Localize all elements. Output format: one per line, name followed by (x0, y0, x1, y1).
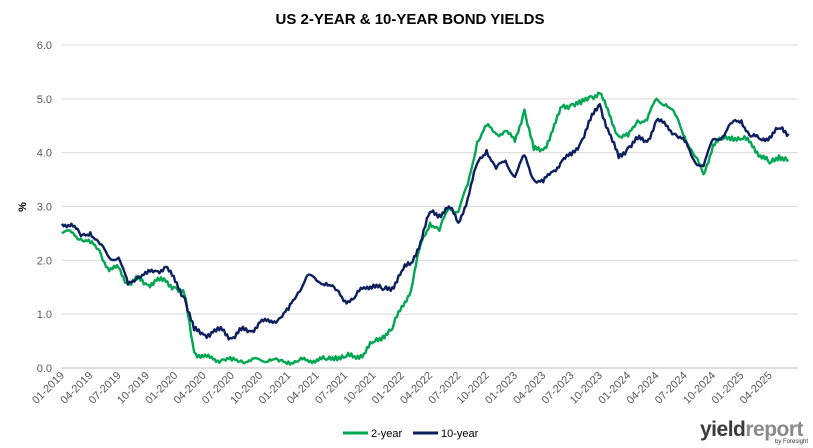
brand-logo: yieldreport by Foresight (700, 418, 808, 445)
series-line-2-year (61, 91, 789, 366)
legend-label-10-year: 10-year (441, 428, 479, 440)
y-tick-label: 3.0 (37, 202, 52, 214)
y-tick-label: 2.0 (37, 255, 52, 267)
chart-title: US 2-YEAR & 10-YEAR BOND YIELDS (276, 11, 545, 28)
y-axis-ticks: 0.0 1.0 2.0 3.0 4.0 5.0 6.0 (37, 40, 52, 375)
y-tick-label: 1.0 (37, 309, 52, 321)
brand-name-yield: yield (700, 418, 745, 441)
legend: 2-year 10-year (343, 428, 479, 440)
y-tick-label: 5.0 (37, 94, 52, 106)
brand-byline: by Foresight (775, 439, 808, 445)
legend-label-2-year: 2-year (371, 428, 403, 440)
svg-text:yieldreport: yieldreport (700, 418, 804, 441)
y-tick-label: 4.0 (37, 148, 52, 160)
series-line-10-year (60, 103, 790, 341)
y-axis-label: % (17, 202, 29, 212)
series-lines (60, 91, 790, 366)
brand-name-report: report (745, 418, 803, 441)
gridlines (62, 44, 798, 369)
x-axis-ticks: 01-201904-201907-201910-201901-202004-20… (30, 370, 775, 407)
y-tick-label: 0.0 (37, 363, 52, 375)
y-tick-label: 6.0 (37, 40, 52, 52)
